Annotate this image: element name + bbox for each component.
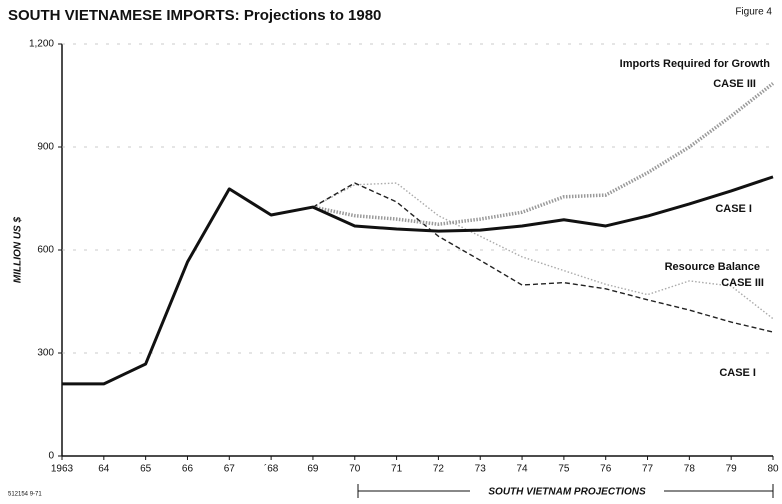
figure-label: Figure 4	[735, 7, 772, 18]
x-tick-label: 78	[684, 464, 696, 475]
y-tick-label: 300	[37, 348, 54, 359]
x-tick-label: 79	[726, 464, 738, 475]
x-tick-label: ´68	[264, 463, 279, 475]
x-tick-label: 77	[642, 464, 654, 475]
x-tick-label: 70	[349, 464, 361, 475]
series-line	[312, 182, 774, 333]
series-line	[62, 175, 774, 386]
projection-label: SOUTH VIETNAM PROJECTIONS	[488, 487, 646, 498]
annotation: CASE I	[719, 367, 756, 379]
x-tick-label: 75	[558, 464, 570, 475]
x-tick-label: 64	[98, 464, 110, 475]
series-line	[312, 82, 775, 226]
annotation: Imports Required for Growth	[620, 58, 771, 70]
y-tick-label: 0	[48, 451, 54, 462]
x-tick-label: 1963	[51, 464, 74, 475]
x-tick-label: 67	[224, 464, 236, 475]
y-axis-label: MILLION US $	[13, 217, 24, 284]
series-line	[312, 182, 774, 320]
x-tick-label: 74	[516, 464, 528, 475]
y-tick-label: 600	[37, 245, 54, 256]
x-tick-label: 76	[600, 464, 612, 475]
footnote: 512154 9-71	[8, 492, 42, 498]
x-tick-label: 80	[767, 464, 779, 475]
y-tick-label: 1,200	[29, 39, 54, 50]
chart-title: SOUTH VIETNAMESE IMPORTS: Projections to…	[8, 7, 381, 24]
x-tick-label: 65	[140, 464, 152, 475]
x-tick-label: 66	[182, 464, 194, 475]
y-tick-label: 900	[37, 142, 54, 153]
annotation: CASE III	[721, 277, 764, 289]
x-tick-label: 69	[307, 464, 319, 475]
x-tick-label: 72	[433, 464, 445, 475]
annotation: CASE I	[715, 203, 752, 215]
annotation: Resource Balance	[665, 261, 760, 273]
x-tick-label: 73	[475, 464, 487, 475]
x-tick-label: 71	[391, 464, 403, 475]
annotation: CASE III	[713, 78, 756, 90]
